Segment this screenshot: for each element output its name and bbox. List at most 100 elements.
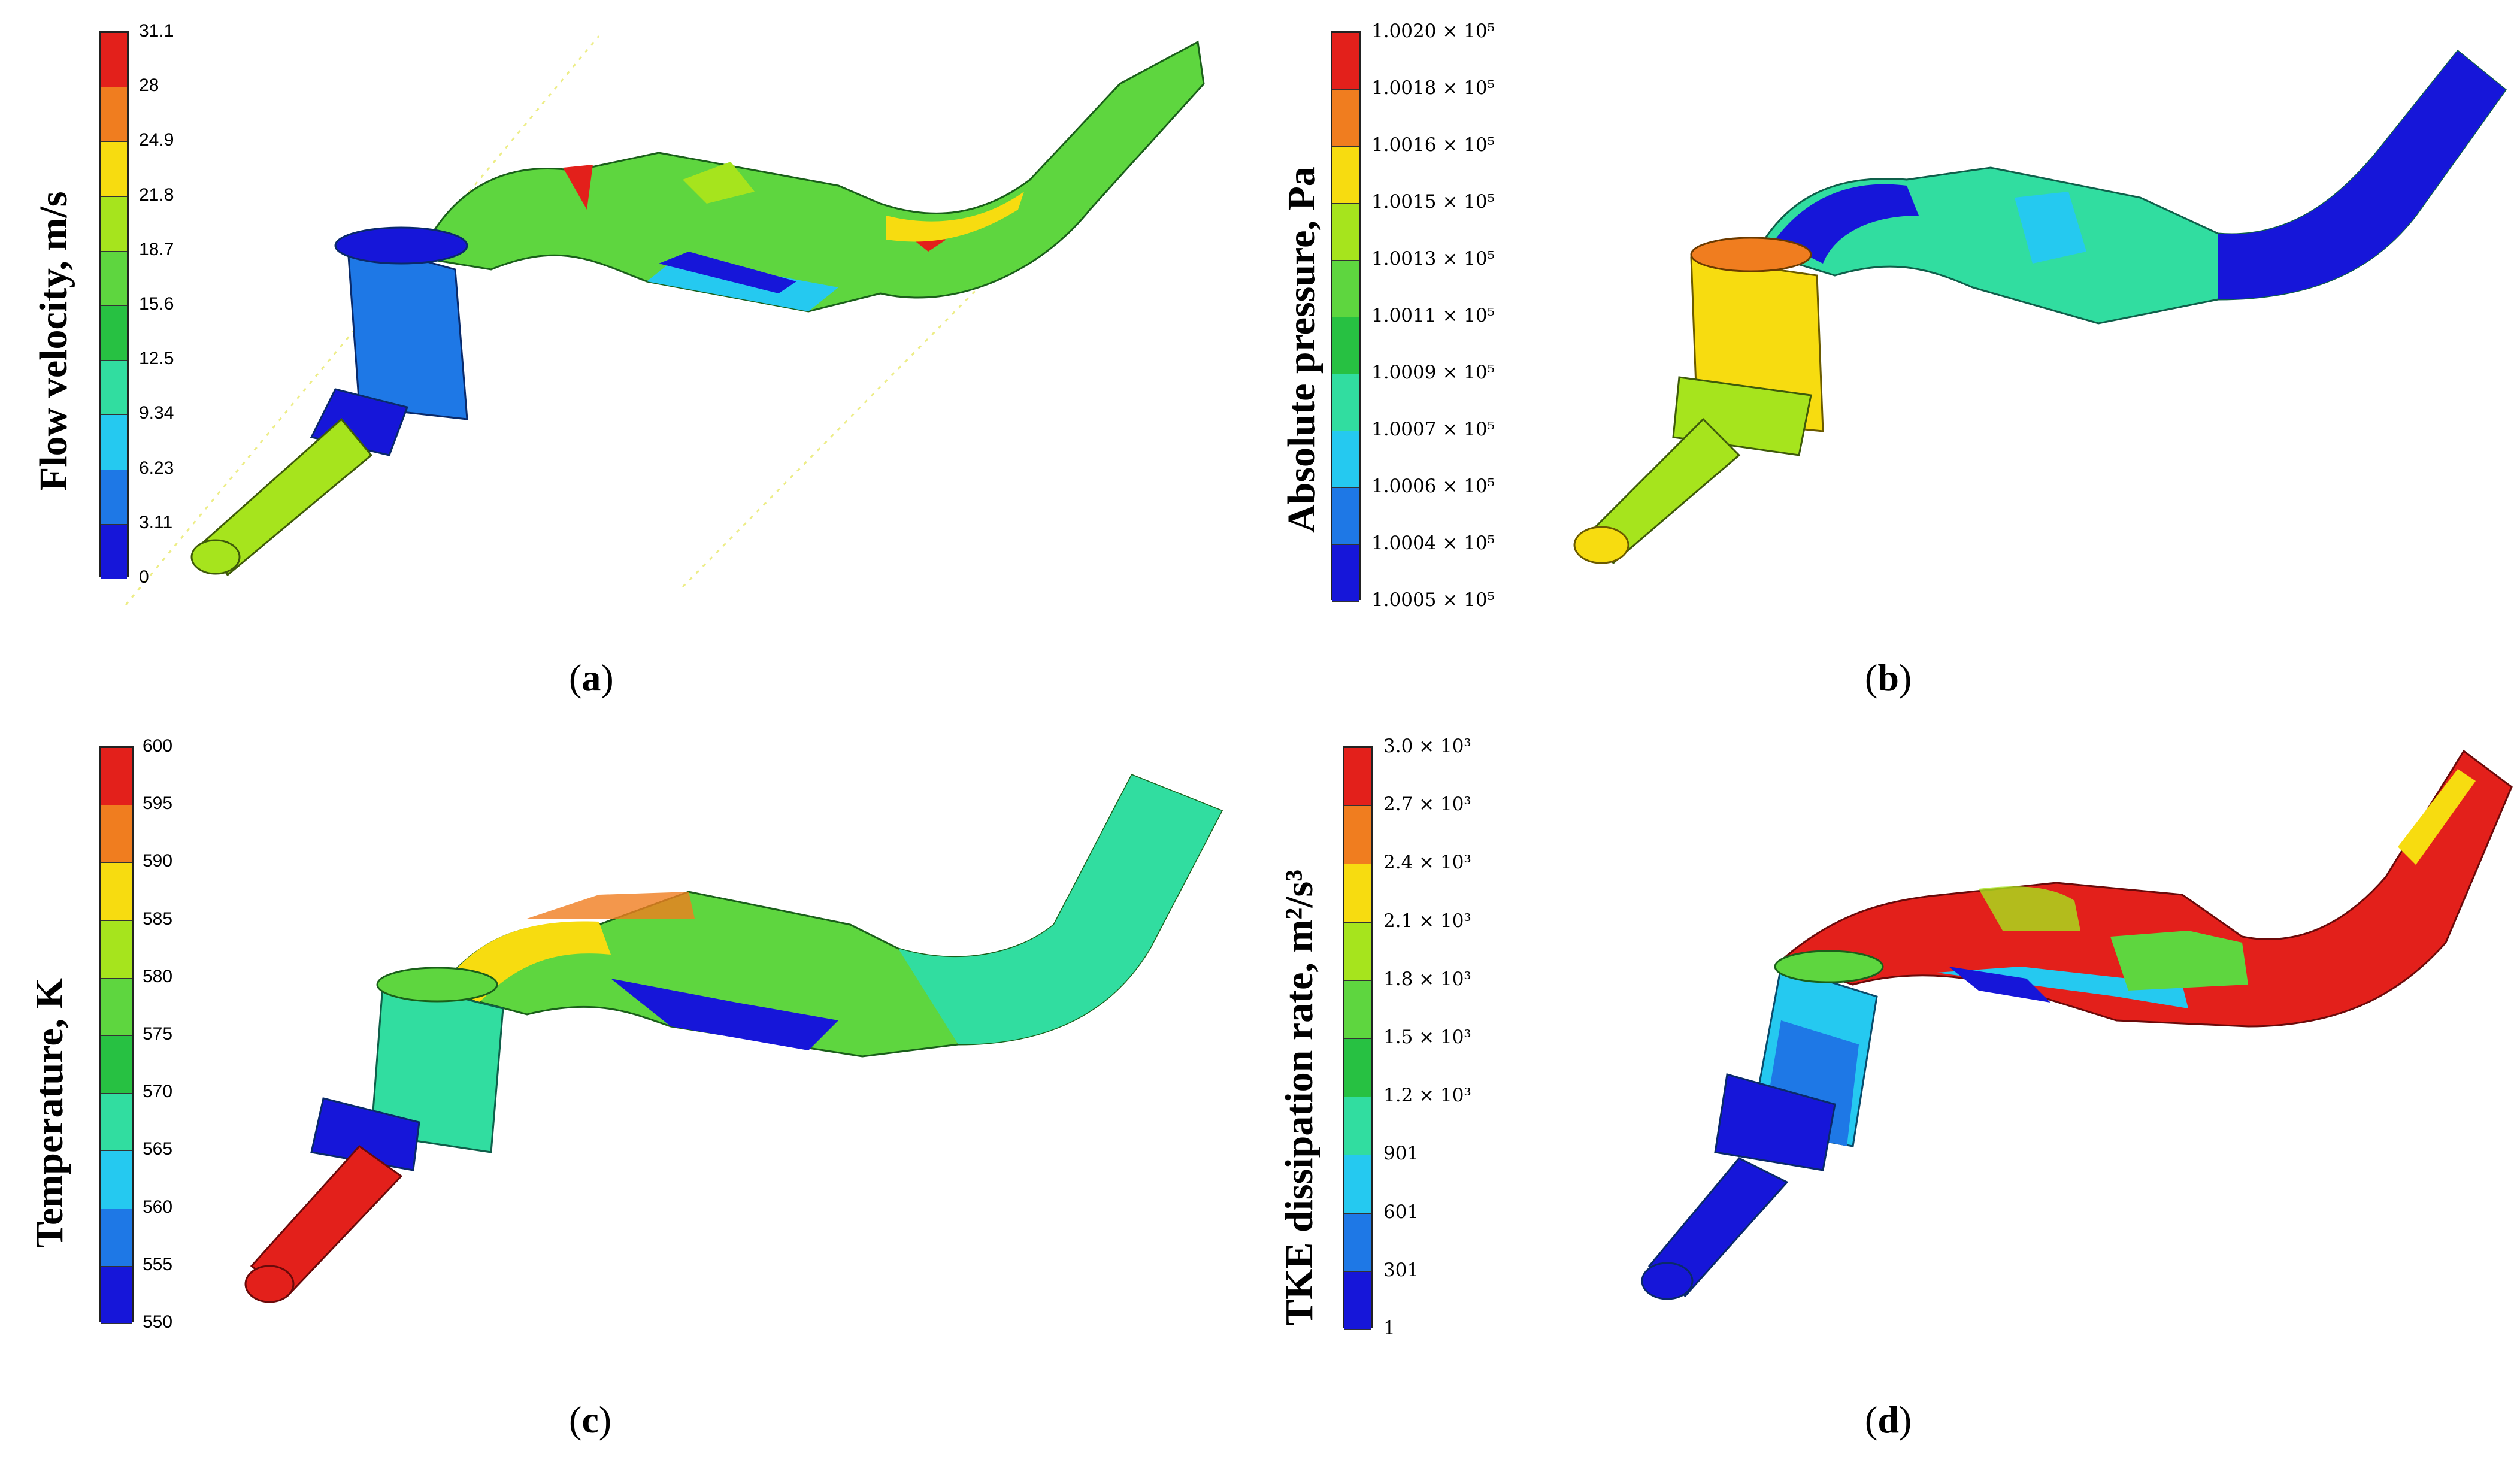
colorbar-tick-label: 28: [139, 75, 159, 96]
colorbar-segment: [1332, 147, 1359, 204]
colorbar: [99, 746, 134, 1324]
colorbar-segment: [101, 805, 132, 864]
colorbar-segment: [101, 196, 127, 252]
panel-caption: (b): [1865, 656, 1912, 699]
colorbar-tick-label: 2.7 × 10³: [1383, 793, 1471, 816]
colorbar-tick-label: 600: [143, 736, 173, 756]
colorbar-segment: [1344, 806, 1371, 865]
colorbar-segment: [1332, 204, 1359, 261]
colorbar-tick-label: 31.1: [139, 21, 174, 41]
colorbar-tick-label: 1.8 × 10³: [1383, 968, 1471, 990]
colorbar-segment: [101, 863, 132, 921]
colorbar-segment: [1344, 1155, 1371, 1214]
colorbar-segment: [101, 1094, 132, 1152]
panel-caption: (c): [569, 1398, 612, 1441]
quantity-label: Flow velocity, m/s: [32, 191, 75, 491]
colorbar-segment: [1344, 1213, 1371, 1272]
colorbar-segment: [1344, 980, 1371, 1039]
colorbar-segment: [101, 470, 127, 525]
colorbar-segment: [101, 920, 132, 979]
panel-caption: (a): [569, 656, 614, 699]
quantity-label: TKE dissipation rate, m²/s³: [1277, 870, 1321, 1326]
colorbar-tick-label: 595: [143, 793, 173, 814]
colorbar-segment: [1344, 1038, 1371, 1098]
colorbar-segment: [101, 415, 127, 470]
colorbar-tick-label: 901: [1383, 1143, 1419, 1165]
colorbar-tick-label: 1.0004 × 10⁵: [1371, 532, 1495, 554]
colorbar-segment: [1344, 1097, 1371, 1156]
colorbar-tick-label: 575: [143, 1024, 173, 1044]
colorbar-segment: [101, 1035, 132, 1094]
colorbar-segment: [1344, 1271, 1371, 1330]
colorbar-segment: [101, 361, 127, 416]
colorbar-tick-label: 301: [1383, 1259, 1419, 1281]
colorbar-segment: [1332, 317, 1359, 374]
colorbar-segment: [101, 251, 127, 306]
colorbar-segment: [1332, 374, 1359, 431]
colorbar-tick-label: 1.2 × 10³: [1383, 1085, 1471, 1107]
colorbar-tick-label: 601: [1383, 1201, 1419, 1223]
colorbar-tick-label: 0: [139, 567, 149, 587]
colorbar-tick-label: 3.11: [139, 512, 173, 532]
panel-flow-velocity: Flow velocity, m/s 31.1 28 24.9 21.8 18.7 15.…: [0, 0, 1260, 739]
colorbar-tick-label: 1.0013 × 10⁵: [1371, 248, 1495, 269]
colorbar-tick-label: 12.5: [139, 349, 174, 369]
colorbar-tick-label: 1.0016 × 10⁵: [1371, 134, 1495, 156]
colorbar: [1331, 31, 1361, 602]
colorbar-tick-label: 18.7: [139, 239, 174, 259]
colorbar-tick-label: 1.0015 × 10⁵: [1371, 191, 1495, 213]
colorbar-tick-label: 9.34: [139, 403, 174, 423]
colorbar-tick-label: 2.1 × 10³: [1383, 910, 1471, 932]
colorbar-tick-label: 1.0005 × 10⁵: [1371, 589, 1495, 611]
colorbar-tick-label: 590: [143, 851, 173, 871]
colorbar-tick-label: 21.8: [139, 184, 174, 205]
colorbar-segment: [101, 1266, 132, 1324]
colorbar-tick-label: 570: [143, 1082, 173, 1102]
colorbar-tick-label: 24.9: [139, 130, 174, 150]
colorbar-segment: [101, 87, 127, 143]
pipe-velocity-contour: [125, 35, 1205, 605]
pipe-pressure-contour: [1573, 49, 2507, 565]
colorbar-segment: [101, 978, 132, 1036]
colorbar-segment: [1332, 261, 1359, 317]
colorbar-tick-label: 580: [143, 966, 173, 986]
colorbar-tick-label: 1.0020 × 10⁵: [1371, 20, 1495, 42]
quantity-label: Absolute pressure, Pa: [1280, 166, 1323, 533]
panel-absolute-pressure: Absolute pressure, Pa 1.0020 × 10⁵ 1.0018…: [1260, 0, 2520, 739]
colorbar-segment: [101, 305, 127, 361]
colorbar-segment: [1332, 431, 1359, 488]
colorbar-tick-label: 585: [143, 908, 173, 929]
colorbar-segment: [1344, 748, 1371, 807]
colorbar: [99, 31, 129, 579]
quantity-label: Temperature, K: [28, 978, 71, 1248]
colorbar: [1343, 746, 1373, 1330]
colorbar-segment: [1332, 33, 1359, 90]
pipe-tke-contour: [1641, 749, 2513, 1300]
colorbar-tick-label: 1.5 × 10³: [1383, 1026, 1471, 1048]
colorbar-tick-label: 6.23: [139, 458, 174, 478]
colorbar-segment: [1332, 488, 1359, 545]
colorbar-segment: [101, 1151, 132, 1209]
colorbar-tick-label: 1.0011 × 10⁵: [1371, 305, 1495, 326]
colorbar-segment: [101, 1209, 132, 1267]
colorbar-tick-label: 1: [1383, 1318, 1395, 1339]
colorbar-segment: [1332, 90, 1359, 147]
colorbar-segment: [101, 142, 127, 197]
colorbar-tick-label: 3.0 × 10³: [1383, 735, 1471, 757]
colorbar-segment: [101, 748, 132, 806]
colorbar-tick-label: 1.0009 × 10⁵: [1371, 362, 1495, 383]
colorbar-segment: [101, 33, 127, 88]
colorbar-tick-label: 555: [143, 1254, 173, 1274]
colorbar-tick-label: 15.6: [139, 294, 174, 314]
colorbar-tick-label: 1.0006 × 10⁵: [1371, 475, 1495, 497]
panel-tke-dissipation: TKE dissipation rate, m²/s³ 3.0 × 10³ 2.7…: [1260, 735, 2520, 1478]
colorbar-tick-label: 1.0018 × 10⁵: [1371, 77, 1495, 99]
colorbar-tick-label: 1.0007 × 10⁵: [1371, 419, 1495, 440]
colorbar-segment: [1332, 545, 1359, 602]
colorbar-segment: [1344, 922, 1371, 981]
pipe-temperature-contour: [244, 774, 1223, 1303]
colorbar-tick-label: 565: [143, 1139, 173, 1159]
colorbar-segment: [1344, 864, 1371, 923]
panel-temperature: Temperature, K 600 595 590 585 580 575 570 565 5…: [0, 736, 1260, 1478]
colorbar-tick-label: 2.4 × 10³: [1383, 852, 1471, 874]
